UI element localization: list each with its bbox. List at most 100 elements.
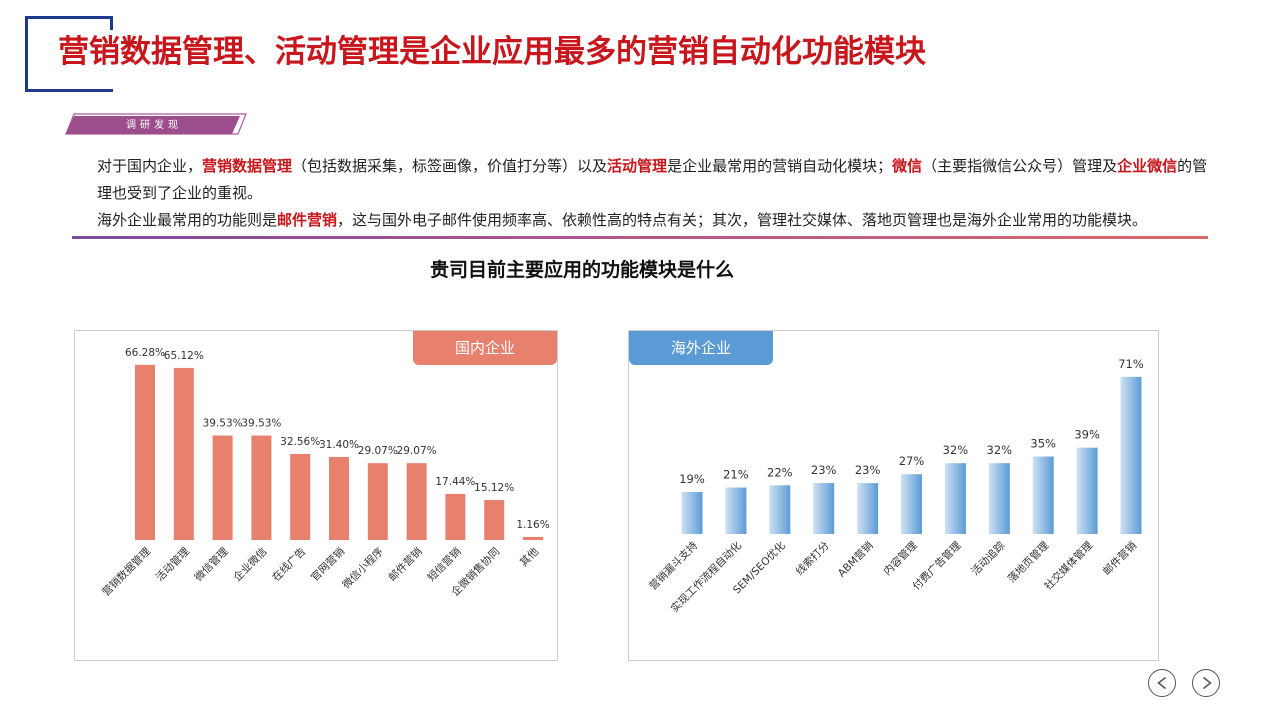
bar [681,491,703,534]
title-frame-bottom [25,89,113,92]
category-label: 其他 [517,545,541,569]
data-label: 27% [899,454,925,468]
bar [1120,376,1142,534]
data-label: 32.56% [280,436,320,448]
title-frame-left [25,16,28,92]
title-frame-top [25,16,113,19]
data-label: 29.07% [358,445,398,457]
category-label: 微信小程序 [340,545,386,591]
findings-line-2: 海外企业最常用的功能则是邮件营销，这与国外电子邮件使用频率高、依赖性高的特点有关… [97,211,1147,229]
chart-title: 国内企业 [455,339,515,357]
bar [725,487,747,534]
bar [523,536,543,540]
data-label: 22% [767,465,793,479]
section-divider [72,236,1208,239]
bar [212,435,233,540]
findings-tag-label: 调研发现 [126,120,182,131]
data-label: 39.53% [203,418,243,430]
data-label: 1.16% [516,519,549,531]
data-label: 39% [1074,428,1100,442]
bar [944,463,966,534]
category-label: 微信管理 [192,545,231,584]
chart-title-tab [413,331,557,365]
data-label: 17.44% [435,476,475,488]
category-label: 活动管理 [153,545,192,584]
overseas-chart-panel: 海外企业 19% 营销漏斗支持 21% 实现工作流程自动化 22% SEM/SEO优化 23%… [628,330,1159,661]
next-page-button[interactable] [1192,669,1220,697]
category-label: 企业微信 [231,545,270,584]
bar [813,483,835,534]
category-label: 活动追踪 [969,539,1008,578]
bar [329,457,349,540]
highlight-text: 微信 [892,157,923,175]
chevron-left-icon [1157,676,1166,690]
bar [901,474,922,534]
chart-title-tab-edge [413,331,557,339]
data-label: 21% [723,468,749,482]
findings-line-1: 对于国内企业，营销数据管理（包括数据采集，标签画像，价值打分等）以及活动管理是企… [97,157,1207,202]
data-label: 23% [811,463,837,477]
body-text: 海外企业最常用的功能则是 [97,211,278,229]
chevron-right-icon [1203,676,1212,690]
domestic-chart-panel: 国内企业 66.28% 营销数据管理 65.12% 活动管理 39.53% 微信管理 39.5… [74,330,558,661]
bar [251,435,272,540]
body-text: 对于国内企业， [97,157,203,175]
data-label: 31.40% [319,439,359,451]
bar [1076,447,1098,534]
category-label: 线索打分 [793,539,832,578]
data-label: 71% [1118,357,1144,371]
chart-title-tab-edge [629,331,773,339]
bar [988,463,1010,534]
highlight-text: 活动管理 [607,157,668,175]
body-text: 是企业最常用的营销自动化模块； [667,157,893,175]
chart-title: 海外企业 [671,339,731,357]
body-text: 的管理也受到了企业的重视。 [97,157,1208,202]
bar [1032,456,1054,534]
findings-tag: 调研发现 [64,110,248,136]
bar [173,367,194,540]
findings-paragraph: 对于国内企业，营销数据管理（包括数据采集，标签画像，价值打分等）以及活动管理是企… [97,153,1212,234]
chart-title-tab [629,331,773,365]
prev-page-button[interactable] [1148,669,1176,697]
bar [290,453,311,540]
category-label: 在线广告 [269,545,308,584]
highlight-text: 营销数据管理 [202,157,293,175]
category-label: 营销数据管理 [99,545,153,599]
page-title: 营销数据管理、活动管理是企业应用最多的营销自动化功能模块 [58,34,926,70]
data-label: 23% [855,463,881,477]
bar [445,493,466,540]
highlight-text: 邮件营销 [277,211,338,229]
title-frame-right [110,16,113,30]
data-label: 29.07% [397,445,437,457]
data-label: 19% [679,472,705,486]
data-label: 15.12% [474,482,514,494]
data-label: 39.53% [241,418,281,430]
bar [367,463,388,540]
category-label: 落地页管理 [1005,539,1052,586]
body-text: ，这与国外电子邮件使用频率高、依赖性高的特点有关；其次，管理社交媒体、落地页管理… [337,211,1148,229]
data-label: 66.28% [125,347,165,359]
bar [857,483,879,534]
bar [406,463,427,540]
category-label: 邮件营销 [386,545,425,584]
chart-section-title: 贵司目前主要应用的功能模块是什么 [429,259,734,281]
bar [135,364,155,540]
category-label: 官网营销 [308,545,347,584]
data-label: 35% [1030,437,1056,451]
category-label: 邮件营销 [1100,539,1139,578]
category-label: 短信营销 [425,545,464,584]
data-label: 65.12% [164,350,204,362]
data-label: 32% [943,443,969,457]
body-text: （包括数据采集，标签画像，价值打分等）以及 [292,157,608,175]
bar [769,485,791,534]
bar [484,500,505,540]
domestic-chart: 国内企业 66.28% 营销数据管理 65.12% 活动管理 39.53% 微信管理 39.5… [99,331,557,599]
category-label: ABM营销 [835,539,876,580]
body-text: （主要指微信公众号）管理及 [922,157,1118,175]
highlight-text: 企业微信 [1117,157,1178,175]
data-label: 32% [987,443,1013,457]
findings-tag-shape [65,113,247,135]
category-label: 实现工作流程自动化 [668,539,744,615]
overseas-chart: 海外企业19%营销漏斗支持21%实现工作流程自动化22%SEM/SEO优化23%… [629,331,1144,615]
category-label: 内容管理 [881,539,920,578]
